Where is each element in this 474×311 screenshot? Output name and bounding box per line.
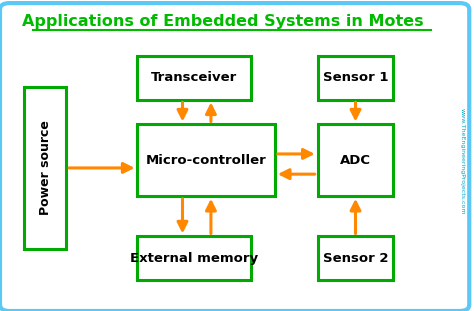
Text: Sensor 2: Sensor 2: [323, 252, 388, 265]
Text: ADC: ADC: [340, 154, 371, 167]
FancyBboxPatch shape: [318, 236, 393, 280]
FancyBboxPatch shape: [0, 3, 469, 311]
Text: Applications of Embedded Systems in Motes: Applications of Embedded Systems in Mote…: [22, 14, 424, 29]
FancyBboxPatch shape: [24, 87, 66, 249]
FancyBboxPatch shape: [137, 124, 275, 196]
FancyBboxPatch shape: [137, 56, 251, 100]
Text: Power source: Power source: [38, 120, 52, 216]
Text: www.TheEngineeringProjects.com: www.TheEngineeringProjects.com: [460, 109, 465, 215]
FancyBboxPatch shape: [137, 236, 251, 280]
Text: Sensor 1: Sensor 1: [323, 71, 388, 84]
FancyBboxPatch shape: [318, 56, 393, 100]
Text: Transceiver: Transceiver: [151, 71, 237, 84]
Text: External memory: External memory: [130, 252, 258, 265]
FancyBboxPatch shape: [318, 124, 393, 196]
Text: Micro-controller: Micro-controller: [146, 154, 266, 167]
